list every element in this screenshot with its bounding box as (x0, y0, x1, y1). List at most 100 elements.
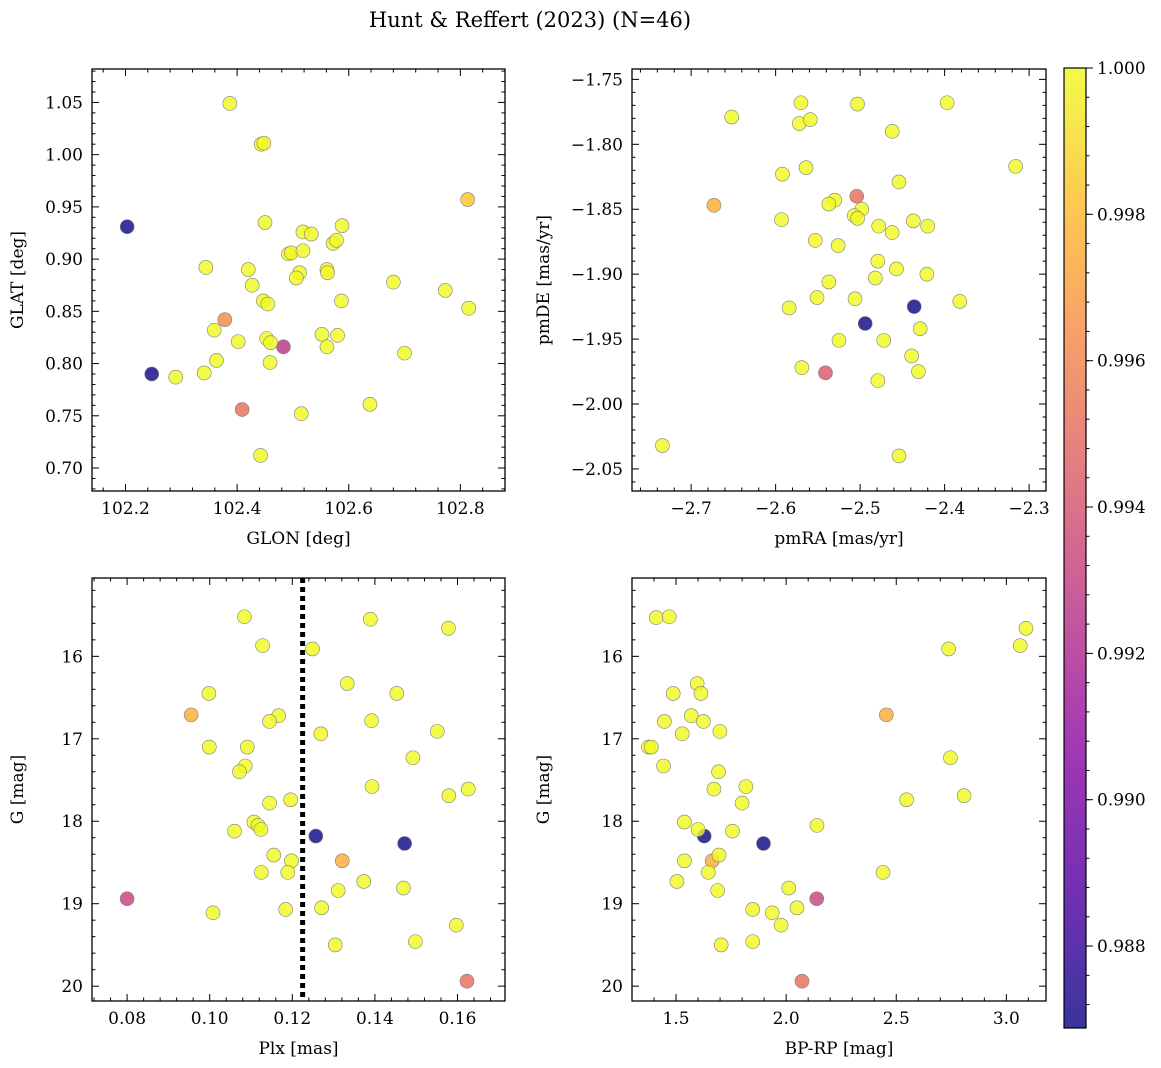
axis-ticks (92, 578, 505, 1001)
data-point (798, 160, 814, 175)
data-point (669, 874, 685, 889)
data-point (460, 192, 475, 207)
data-point (293, 406, 309, 422)
data-point (232, 764, 247, 780)
data-point (255, 638, 270, 653)
x-tick-label: 0.08 (108, 1009, 146, 1029)
x-tick-label: 3.0 (993, 1009, 1020, 1029)
y-tick-label: 17 (61, 730, 83, 750)
data-point (389, 686, 405, 701)
data-point (690, 822, 706, 837)
data-point (891, 448, 907, 464)
data-point (253, 822, 269, 837)
data-point (397, 836, 412, 851)
data-point (711, 847, 727, 863)
data-point (648, 610, 664, 625)
data-point (408, 934, 423, 949)
y-tick-label: −2.05 (571, 460, 623, 480)
data-point (314, 327, 330, 342)
data-point (745, 902, 760, 917)
data-point (794, 973, 810, 989)
x-tick-label: −2.5 (839, 499, 880, 519)
data-point (809, 290, 825, 305)
y-tick-label: 18 (601, 812, 623, 832)
axis-ticks (631, 578, 1046, 1001)
scatter-points (641, 609, 1034, 989)
data-point (809, 891, 825, 907)
data-point (280, 865, 296, 880)
data-point (789, 900, 805, 916)
data-point (448, 917, 464, 933)
data-point (793, 95, 809, 111)
data-point (756, 836, 771, 851)
x-tick-label: −2.4 (924, 499, 965, 519)
data-point (941, 641, 956, 657)
x-axis-label: BP-RP [mag] (785, 1039, 894, 1059)
data-point (327, 937, 343, 953)
data-point (773, 917, 789, 933)
x-tick-label: 102.6 (324, 499, 373, 519)
x-tick-label: 102.2 (101, 499, 150, 519)
data-point (237, 609, 252, 625)
data-point (906, 299, 922, 314)
data-point (738, 779, 754, 794)
data-point (677, 814, 692, 830)
data-point (209, 353, 224, 368)
data-point (313, 726, 329, 742)
data-point (802, 112, 818, 127)
y-tick-label: 1.05 (45, 93, 83, 113)
data-point (256, 135, 272, 151)
y-tick-label: 16 (61, 647, 83, 667)
axes-frame (631, 68, 1047, 492)
y-tick-label: 19 (61, 895, 83, 915)
data-point (295, 243, 311, 259)
data-point (308, 828, 324, 844)
data-point (305, 641, 320, 657)
y-tick-label: 20 (601, 977, 623, 997)
data-point (254, 865, 269, 880)
data-point (821, 274, 837, 290)
x-tick-label: 102.8 (436, 499, 485, 519)
data-point (830, 238, 846, 253)
data-point (875, 865, 891, 880)
y-axis-label: G [mag] (8, 755, 28, 824)
data-point (712, 724, 728, 739)
data-point (781, 300, 797, 316)
y-tick-label: −1.75 (571, 70, 623, 90)
data-point (364, 779, 380, 794)
data-point (227, 823, 242, 839)
y-tick-label: 17 (601, 730, 623, 750)
data-point (656, 758, 671, 774)
data-point (818, 365, 833, 381)
data-point (899, 792, 914, 808)
data-point (952, 294, 968, 309)
x-tick-label: 2.0 (773, 1009, 800, 1029)
data-point (870, 253, 886, 269)
data-point (794, 360, 810, 375)
data-point (278, 902, 293, 917)
data-point (657, 714, 672, 729)
data-point (441, 788, 457, 803)
colorbar-tick-label: 0.988 (1097, 937, 1146, 957)
data-point (201, 739, 217, 755)
axis-ticks (632, 69, 1047, 491)
data-point (386, 274, 401, 290)
y-tick-label: −1.90 (571, 265, 623, 285)
data-point (724, 109, 739, 125)
data-point (831, 333, 847, 348)
data-point (809, 818, 825, 833)
data-point (144, 366, 160, 382)
x-tick-label: 0.16 (439, 1009, 477, 1029)
y-tick-label: 20 (61, 977, 83, 997)
axes-frame (631, 577, 1047, 1002)
colorbar-tick-label: 0.994 (1097, 498, 1146, 518)
colorbar: 0.988 0.990 0.992 0.994 0.996 0.998 1.000 (1063, 59, 1146, 1029)
data-point (234, 402, 250, 417)
data-point (847, 291, 863, 307)
data-point (849, 188, 865, 204)
y-tick-label: −1.85 (571, 200, 623, 220)
data-point (661, 609, 677, 625)
x-tick-label: 0.10 (191, 1009, 229, 1029)
data-point (683, 708, 699, 724)
